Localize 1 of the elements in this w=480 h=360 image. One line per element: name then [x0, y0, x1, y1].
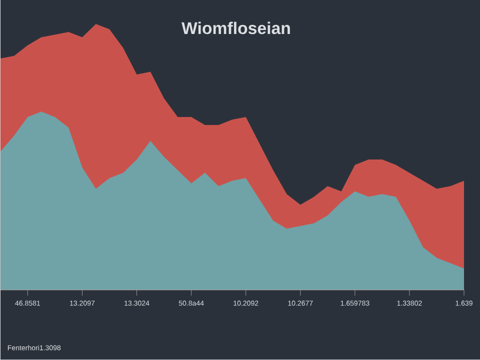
- chart-title: Wiomfloseian: [182, 22, 290, 34]
